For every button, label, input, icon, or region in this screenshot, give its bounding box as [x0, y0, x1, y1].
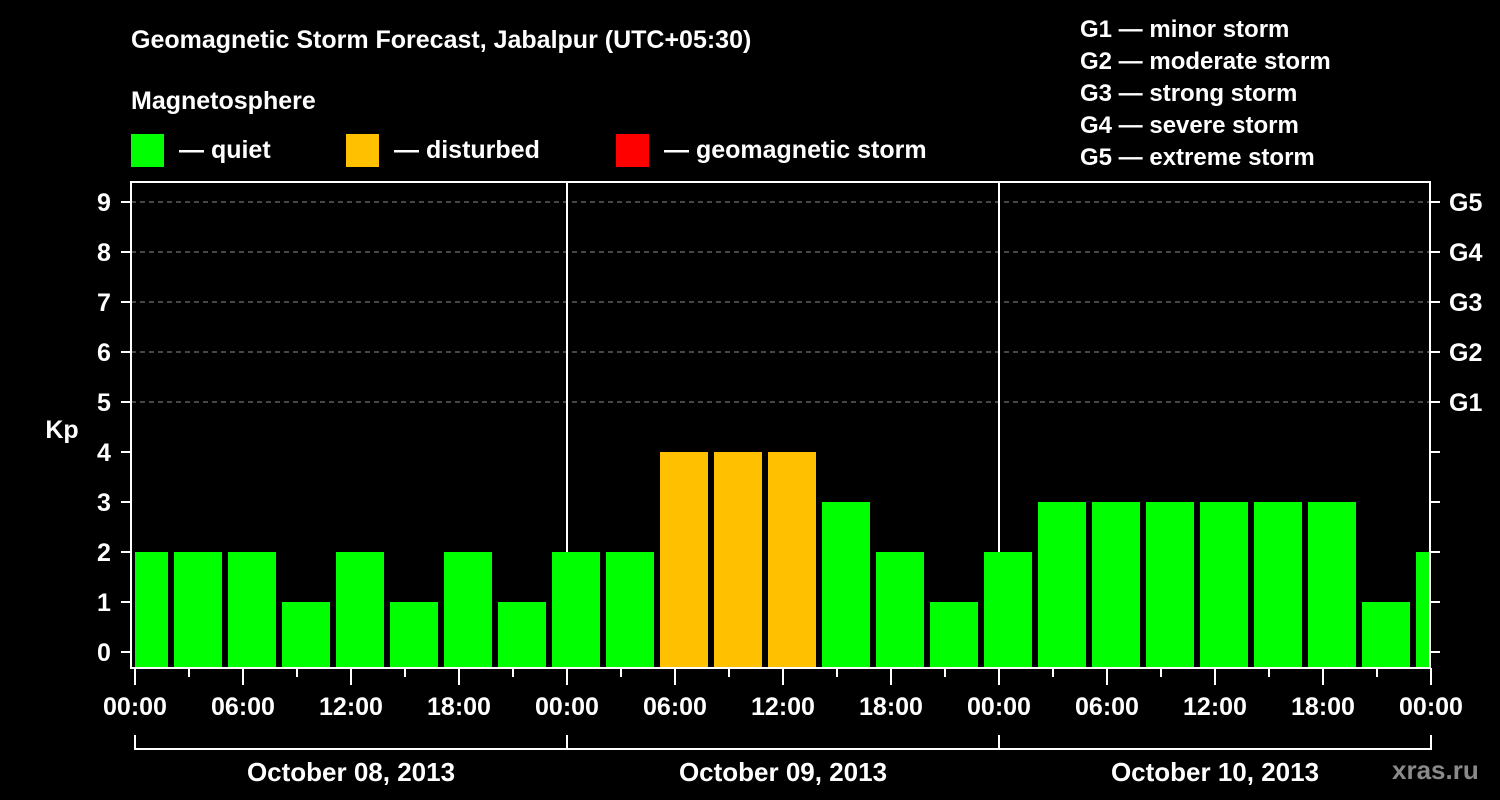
plot-frame	[130, 181, 1431, 669]
x-tick-label: 00:00	[1399, 693, 1463, 721]
storm-scale-g3: G3 — strong storm	[1080, 80, 1298, 107]
quiet-swatch-icon	[131, 134, 164, 167]
x-tick-label: 00:00	[967, 693, 1031, 721]
disturbed-swatch-icon	[346, 134, 379, 167]
y-tick-label: 5	[97, 389, 111, 417]
y-tick-label: 0	[97, 639, 111, 667]
day-label: October 10, 2013	[1111, 757, 1319, 787]
bars	[135, 452, 1430, 668]
kp-bar	[444, 552, 492, 668]
y-tick-label: 9	[97, 189, 111, 217]
kp-bar	[930, 602, 978, 668]
kp-bar	[390, 602, 438, 668]
day-label: October 08, 2013	[247, 757, 455, 787]
x-tick-label: 12:00	[319, 693, 383, 721]
x-tick-label: 18:00	[1291, 693, 1355, 721]
kp-bar	[714, 452, 762, 668]
legend-label-quiet: — quiet	[179, 136, 271, 164]
storm-scale-legend: G1 — minor storm G2 — moderate storm G3 …	[1080, 14, 1331, 174]
x-tick-label: 18:00	[427, 693, 491, 721]
x-tick-label: 06:00	[211, 693, 275, 721]
x-tick-label: 06:00	[643, 693, 707, 721]
x-tick-label: 00:00	[535, 693, 599, 721]
storm-scale-g1: G1 — minor storm	[1080, 16, 1290, 43]
kp-bar	[228, 552, 276, 668]
kp-bar	[1200, 502, 1248, 668]
kp-bar	[282, 602, 330, 668]
kp-bar	[822, 502, 870, 668]
storm-scale-g2: G2 — moderate storm	[1080, 48, 1331, 75]
x-tick-label: 12:00	[751, 693, 815, 721]
x-tick-label: 18:00	[859, 693, 923, 721]
kp-bar	[1416, 552, 1430, 668]
y-axis-label: Kp	[45, 416, 78, 444]
y-tick-label: 4	[97, 439, 111, 467]
legend-item-storm: — geomagnetic storm	[616, 134, 927, 167]
kp-bar	[660, 452, 708, 668]
storm-level-label: G3	[1449, 289, 1482, 317]
legend-label-storm: — geomagnetic storm	[664, 136, 927, 164]
kp-bar	[552, 552, 600, 668]
kp-bar	[1092, 502, 1140, 668]
storm-level-label: G2	[1449, 339, 1482, 367]
kp-bar	[876, 552, 924, 668]
x-tick-label: 00:00	[103, 693, 167, 721]
storm-swatch-icon	[616, 134, 649, 167]
y-tick-label: 3	[97, 489, 111, 517]
kp-bar	[1146, 502, 1194, 668]
kp-bar	[1038, 502, 1086, 668]
y-tick-label: 1	[97, 589, 111, 617]
legend-item-quiet: — quiet	[131, 134, 271, 167]
kp-bar	[606, 552, 654, 668]
storm-level-label: G5	[1449, 189, 1482, 217]
legend-heading: Magnetosphere	[131, 87, 316, 115]
watermark: xras.ru	[1392, 755, 1479, 785]
day-label: October 09, 2013	[679, 757, 887, 787]
legend-label-disturbed: — disturbed	[394, 136, 540, 164]
kp-bar	[768, 452, 816, 668]
y-tick-label: 6	[97, 339, 111, 367]
legend-item-disturbed: — disturbed	[346, 134, 540, 167]
kp-bar	[984, 552, 1032, 668]
axes: 0 1 2 3 4 5 6 7 8 9 G1 G2 G3 G4 G5 00:00 06:00 12:00 18:00…	[97, 181, 1482, 787]
kp-bar	[1254, 502, 1302, 668]
x-tick-label: 12:00	[1183, 693, 1247, 721]
x-tick-label: 06:00	[1075, 693, 1139, 721]
kp-bar	[135, 552, 168, 668]
y-tick-label: 2	[97, 539, 111, 567]
kp-bar	[336, 552, 384, 668]
chart-title: Geomagnetic Storm Forecast, Jabalpur (UT…	[131, 26, 752, 54]
storm-scale-g5: G5 — extreme storm	[1080, 144, 1315, 171]
y-tick-label: 8	[97, 239, 111, 267]
storm-level-label: G4	[1449, 239, 1482, 267]
storm-scale-g4: G4 — severe storm	[1080, 112, 1299, 139]
kp-bar	[1308, 502, 1356, 668]
kp-bar	[174, 552, 222, 668]
kp-bar	[1362, 602, 1410, 668]
kp-bar	[498, 602, 546, 668]
storm-level-label: G1	[1449, 389, 1482, 417]
y-tick-label: 7	[97, 289, 111, 317]
